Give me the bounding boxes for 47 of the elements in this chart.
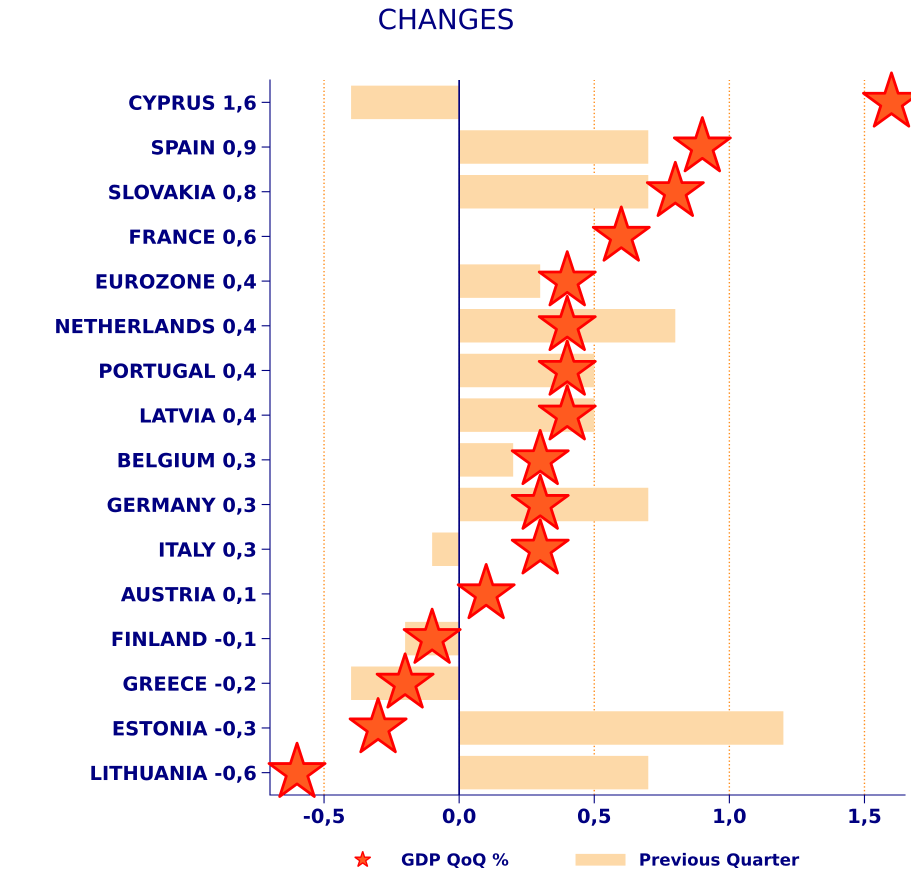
y-tick-label: CYPRUS 1,6 bbox=[129, 95, 256, 112]
y-tick-label: SLOVAKIA 0,8 bbox=[109, 184, 256, 202]
point bbox=[538, 384, 597, 440]
point bbox=[538, 294, 597, 352]
x-tick-label: 1,5 bbox=[849, 808, 880, 826]
point bbox=[376, 652, 435, 709]
y-tick-label: AUSTRIA 0,1 bbox=[120, 586, 256, 604]
x-tick-label: 1,0 bbox=[714, 808, 746, 826]
point bbox=[538, 340, 597, 396]
point bbox=[510, 518, 570, 574]
bar bbox=[459, 130, 648, 164]
x-tick-label: 0,0 bbox=[442, 808, 476, 826]
point bbox=[456, 563, 516, 620]
y-tick-label: ITALY 0,3 bbox=[160, 542, 256, 560]
bar bbox=[432, 532, 460, 566]
legend-label: Previous Quarter bbox=[640, 852, 800, 868]
x-tick-label: 0,5 bbox=[578, 808, 610, 826]
point bbox=[510, 474, 570, 530]
point bbox=[268, 742, 326, 798]
y-tick-label: FRANCE 0,6 bbox=[130, 229, 256, 247]
bar bbox=[459, 264, 540, 298]
y-tick-label: FINLAND -0,1 bbox=[112, 632, 256, 649]
point bbox=[672, 116, 732, 172]
point bbox=[510, 428, 570, 486]
x-tick-label: -0,5 bbox=[304, 808, 344, 826]
bar bbox=[459, 756, 648, 790]
bar bbox=[459, 174, 648, 208]
y-tick-label: SPAIN 0,9 bbox=[152, 140, 256, 158]
y-tick-label: GREECE -0,2 bbox=[123, 676, 256, 694]
y-tick-label: EUROZONE 0,4 bbox=[96, 274, 256, 292]
bar bbox=[459, 711, 784, 745]
y-tick-label: LITHUANIA -0,6 bbox=[91, 766, 256, 783]
y-tick-label: NETHERLANDS 0,4 bbox=[56, 318, 256, 336]
legend-label: GDP QoQ % bbox=[402, 853, 508, 868]
y-tick-label: BELGIUM 0,3 bbox=[118, 452, 256, 470]
point bbox=[348, 697, 408, 754]
point bbox=[592, 206, 651, 262]
y-tick-label: ESTONIA -0,3 bbox=[114, 720, 256, 738]
point bbox=[646, 160, 705, 217]
point bbox=[538, 250, 597, 306]
y-tick-label: LATVIA 0,4 bbox=[140, 408, 256, 426]
bar bbox=[351, 86, 460, 120]
y-tick-label: GERMANY 0,3 bbox=[108, 497, 256, 515]
chart-title: CHANGES bbox=[379, 8, 513, 30]
bar bbox=[459, 443, 514, 477]
y-tick-label: PORTUGAL 0,4 bbox=[100, 363, 256, 381]
point bbox=[402, 608, 462, 664]
